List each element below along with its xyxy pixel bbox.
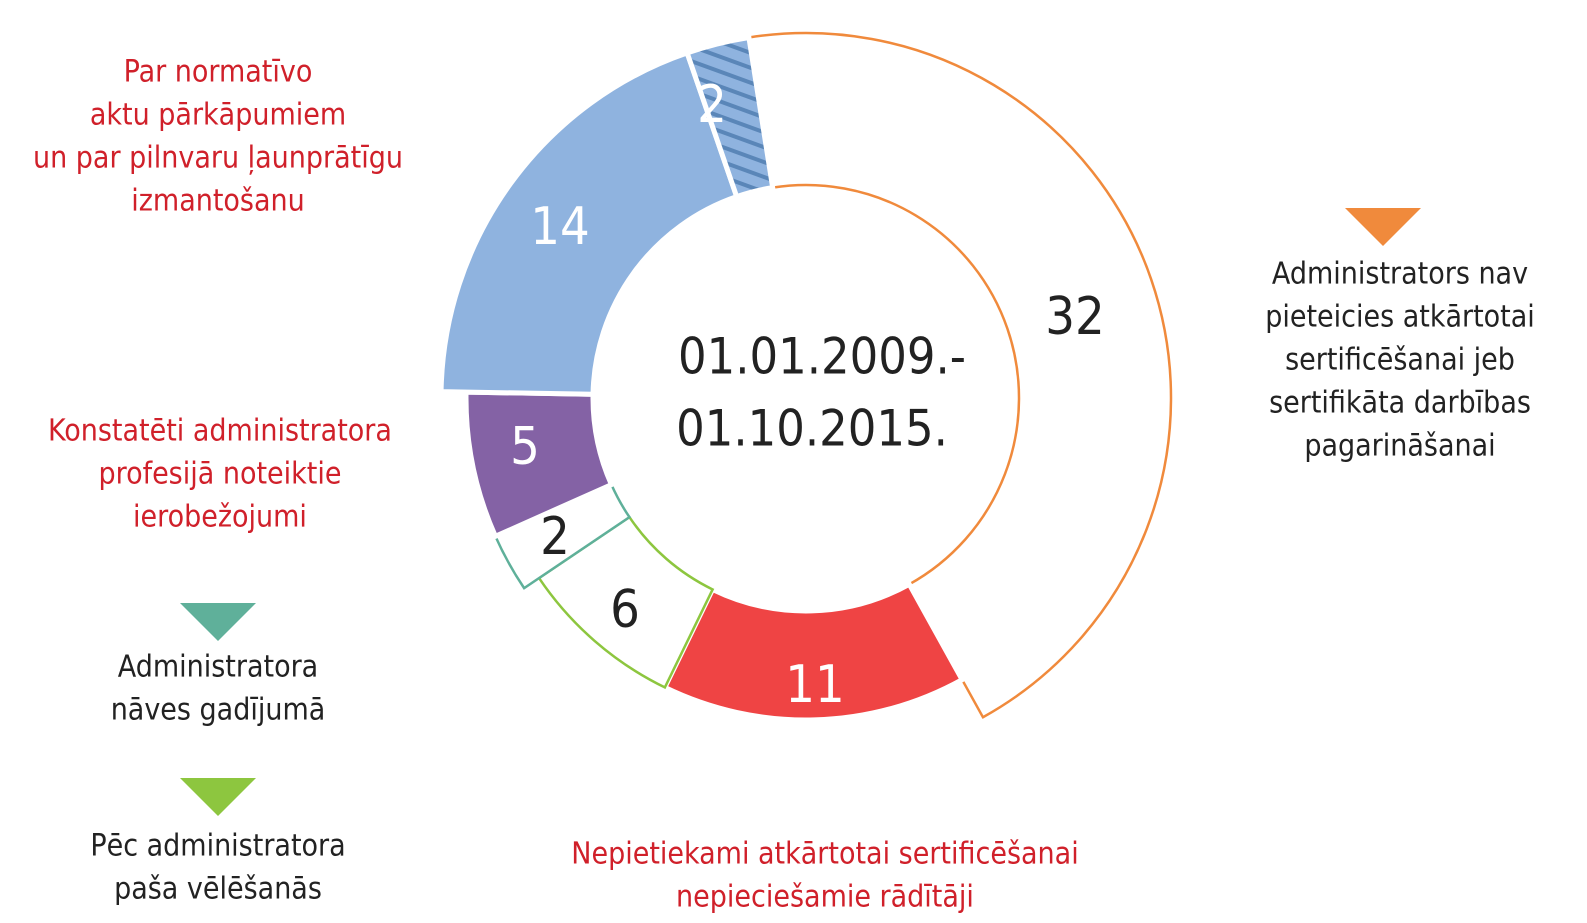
category-label: pieteicies atkārtotai xyxy=(1265,300,1535,335)
category-label: Par normatīvo xyxy=(124,55,313,90)
category-label: Administratora xyxy=(118,650,318,685)
value-label: 32 xyxy=(1045,287,1105,347)
value-label: 2 xyxy=(697,75,727,135)
category-label: un par pilnvaru ļaunprātīgu xyxy=(33,141,403,176)
center-text: 01.01.2009.- xyxy=(678,328,966,386)
category-label: sertificēšanai jeb xyxy=(1285,343,1515,378)
legend-marker xyxy=(180,778,256,816)
value-label: 11 xyxy=(785,655,845,715)
category-label: aktu pārkāpumiem xyxy=(90,98,346,133)
value-label: 14 xyxy=(530,197,590,257)
category-label: paša vēlēšanās xyxy=(114,872,322,907)
donut-segment xyxy=(747,31,1173,719)
category-label: Administrators nav xyxy=(1272,257,1528,292)
donut-segment xyxy=(438,49,740,397)
category-label: nepieciešamie rādītāji xyxy=(676,880,974,915)
category-label: sertifikāta darbības xyxy=(1269,386,1531,421)
category-label: Pēc administratora xyxy=(90,829,345,864)
value-label: 6 xyxy=(610,580,640,640)
value-label: 5 xyxy=(510,417,540,477)
legend-marker xyxy=(180,603,256,641)
category-label: ierobežojumi xyxy=(133,500,307,535)
value-label: 2 xyxy=(540,507,570,567)
center-text: 01.10.2015. xyxy=(676,400,948,458)
donut-segment xyxy=(683,34,776,200)
category-label: Konstatēti administratora xyxy=(48,414,392,449)
legend-marker xyxy=(1345,208,1421,246)
category-label: nāves gadījumā xyxy=(111,693,326,728)
category-label: Nepietiekami atkārtotai sertificēšanai xyxy=(571,837,1078,872)
category-label: izmantošanu xyxy=(131,184,305,219)
category-label: profesijā noteiktie xyxy=(99,457,342,492)
category-label: pagarināšanai xyxy=(1304,429,1495,464)
